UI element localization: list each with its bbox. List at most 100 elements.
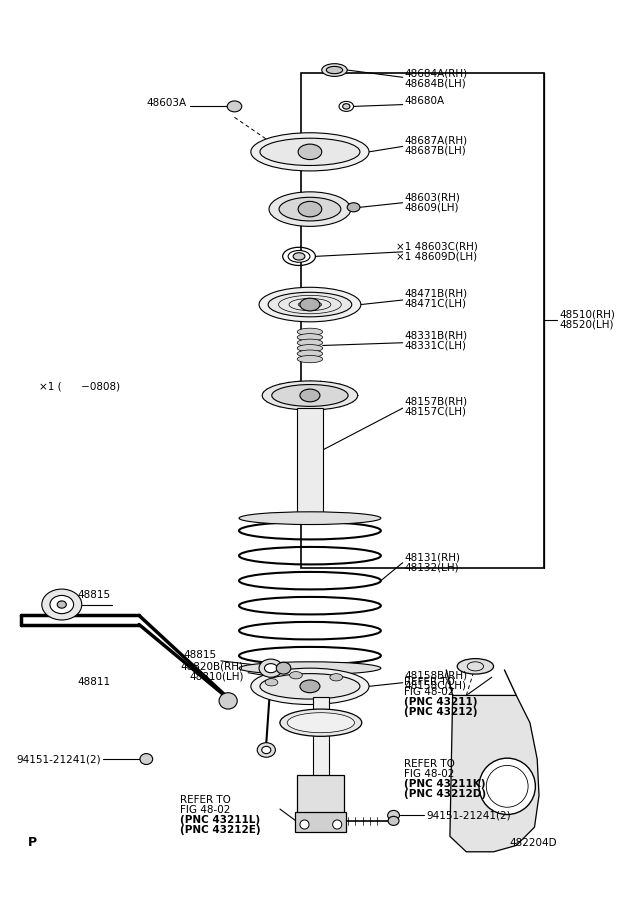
Ellipse shape — [300, 680, 320, 693]
Text: (PNC 43212D): (PNC 43212D) — [404, 789, 487, 799]
Ellipse shape — [239, 512, 381, 525]
Ellipse shape — [50, 596, 74, 614]
Ellipse shape — [297, 328, 322, 336]
Ellipse shape — [287, 713, 355, 733]
Ellipse shape — [262, 381, 358, 410]
Text: (PNC 43212): (PNC 43212) — [404, 707, 478, 717]
Text: 48815: 48815 — [183, 651, 216, 661]
Ellipse shape — [330, 674, 343, 681]
Ellipse shape — [268, 292, 352, 317]
Text: 48157C(LH): 48157C(LH) — [404, 407, 466, 417]
Text: 48810(LH): 48810(LH) — [189, 671, 244, 681]
Ellipse shape — [227, 101, 242, 112]
Text: (PNC 43211K): (PNC 43211K) — [404, 779, 486, 789]
Text: P: P — [28, 836, 37, 850]
Text: ×1 48603C(RH): ×1 48603C(RH) — [396, 241, 478, 251]
Text: (PNC 43211): (PNC 43211) — [404, 698, 478, 707]
Text: REFER TO: REFER TO — [180, 796, 231, 806]
Ellipse shape — [257, 742, 275, 757]
Ellipse shape — [293, 253, 305, 260]
Ellipse shape — [322, 64, 347, 76]
Bar — [295, 812, 347, 832]
Ellipse shape — [262, 746, 271, 753]
Text: 48157B(RH): 48157B(RH) — [404, 397, 467, 407]
Ellipse shape — [298, 202, 322, 217]
Ellipse shape — [277, 662, 291, 674]
Text: ×1 (      −0808): ×1 ( −0808) — [39, 382, 120, 392]
Text: 94151-21241(2): 94151-21241(2) — [427, 810, 511, 821]
Text: (PNC 43211L): (PNC 43211L) — [180, 815, 260, 825]
Ellipse shape — [290, 671, 303, 679]
Text: 48331C(LH): 48331C(LH) — [404, 340, 466, 350]
Ellipse shape — [457, 659, 494, 674]
Text: 94151-21241(2): 94151-21241(2) — [16, 754, 101, 764]
Ellipse shape — [269, 192, 351, 227]
Text: 48331B(RH): 48331B(RH) — [404, 330, 467, 340]
Ellipse shape — [297, 345, 322, 352]
Text: 48680A: 48680A — [404, 96, 445, 106]
Ellipse shape — [239, 662, 381, 674]
Ellipse shape — [57, 601, 66, 608]
Bar — [301, 73, 544, 568]
Text: 482204D: 482204D — [510, 838, 557, 848]
Ellipse shape — [298, 144, 322, 159]
Bar — [297, 409, 322, 514]
Ellipse shape — [297, 356, 322, 363]
Text: REFER TO: REFER TO — [404, 678, 455, 688]
Ellipse shape — [259, 287, 361, 322]
Text: 48811: 48811 — [78, 677, 110, 687]
Ellipse shape — [265, 679, 278, 686]
Ellipse shape — [42, 590, 82, 620]
Ellipse shape — [297, 350, 322, 357]
Ellipse shape — [297, 339, 322, 346]
Text: 48609(LH): 48609(LH) — [404, 202, 459, 212]
Text: 48132(LH): 48132(LH) — [404, 562, 459, 572]
Ellipse shape — [347, 202, 360, 211]
Text: 48684B(LH): 48684B(LH) — [404, 78, 466, 89]
Ellipse shape — [279, 197, 341, 220]
Ellipse shape — [260, 673, 360, 699]
Ellipse shape — [343, 104, 350, 109]
Text: 48603(RH): 48603(RH) — [404, 193, 460, 202]
Text: 48510(RH): 48510(RH) — [559, 310, 615, 320]
Ellipse shape — [251, 668, 369, 705]
Ellipse shape — [479, 758, 536, 814]
Text: 48158B(RH): 48158B(RH) — [404, 670, 467, 680]
Text: 48471B(RH): 48471B(RH) — [404, 289, 467, 299]
Text: 48687B(LH): 48687B(LH) — [404, 146, 466, 156]
Ellipse shape — [333, 820, 342, 829]
Bar — [312, 698, 329, 778]
Ellipse shape — [326, 67, 343, 74]
Ellipse shape — [288, 250, 310, 262]
Text: 48520(LH): 48520(LH) — [559, 320, 614, 329]
Ellipse shape — [265, 663, 277, 672]
Ellipse shape — [219, 693, 237, 709]
Ellipse shape — [251, 133, 369, 171]
Text: 48820B(RH): 48820B(RH) — [180, 662, 244, 671]
Ellipse shape — [297, 334, 322, 341]
Ellipse shape — [388, 810, 399, 821]
Text: ×1 48609D(LH): ×1 48609D(LH) — [396, 251, 477, 261]
Ellipse shape — [259, 659, 283, 678]
Text: 48687A(RH): 48687A(RH) — [404, 136, 467, 146]
Polygon shape — [450, 696, 539, 851]
Bar — [297, 776, 345, 814]
Ellipse shape — [300, 298, 320, 310]
Text: REFER TO: REFER TO — [404, 759, 455, 769]
Ellipse shape — [280, 709, 361, 736]
Text: FIG 48-02: FIG 48-02 — [180, 806, 230, 815]
Text: 48815: 48815 — [78, 590, 110, 600]
Ellipse shape — [300, 820, 309, 829]
Text: 48684A(RH): 48684A(RH) — [404, 68, 467, 78]
Text: FIG 48-02: FIG 48-02 — [404, 770, 455, 779]
Text: 48158C(LH): 48158C(LH) — [404, 680, 466, 690]
Text: 48131(RH): 48131(RH) — [404, 553, 461, 562]
Text: FIG 48-02: FIG 48-02 — [404, 688, 455, 698]
Text: 48471C(LH): 48471C(LH) — [404, 299, 466, 309]
Ellipse shape — [300, 389, 320, 401]
Ellipse shape — [272, 384, 348, 407]
Text: 48603A: 48603A — [146, 98, 187, 108]
Ellipse shape — [140, 753, 153, 764]
Text: (PNC 43212E): (PNC 43212E) — [180, 825, 260, 835]
Ellipse shape — [260, 139, 360, 166]
